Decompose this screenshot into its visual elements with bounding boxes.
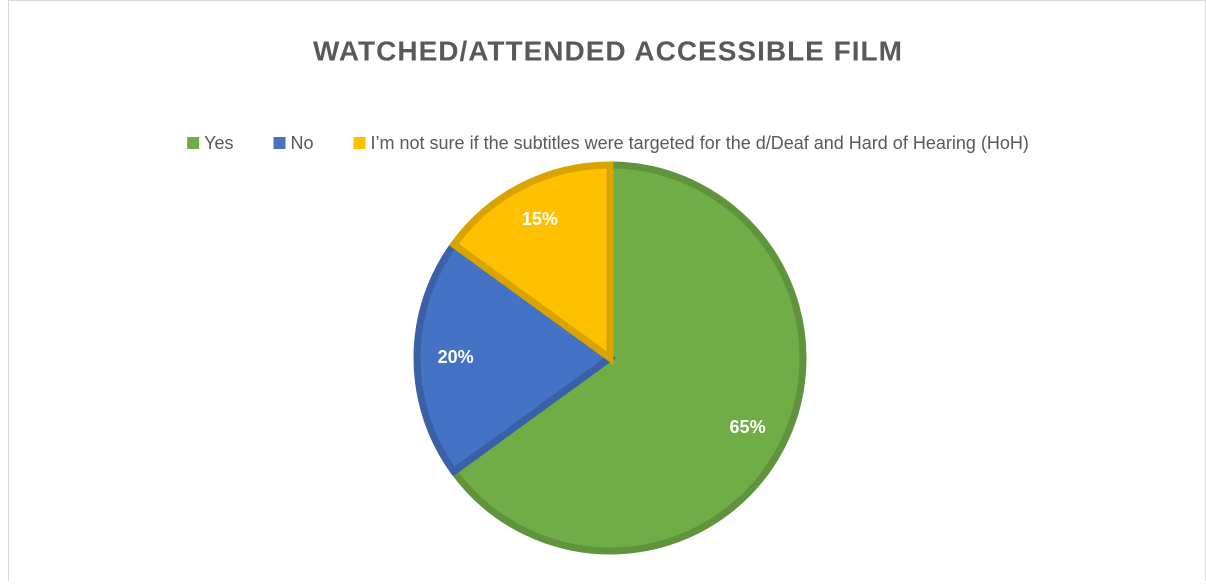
data-label: 20% [438, 347, 474, 367]
data-label: 65% [730, 417, 766, 437]
legend-item: No [273, 133, 314, 153]
pie-slice [448, 161, 807, 555]
legend: Yes No I’m not sure if the subtitles were … [187, 133, 1029, 153]
data-label: 15% [522, 209, 558, 229]
legend-label: No [291, 133, 314, 153]
pie-slice [413, 239, 616, 477]
legend-item: I’m not sure if the subtitles were targe… [353, 133, 1029, 153]
legend-label: Yes [204, 133, 233, 153]
chart-title: WATCHED/ATTENDED ACCESSIBLE FILM [313, 35, 903, 66]
legend-swatch [187, 137, 200, 149]
legend-swatch [273, 137, 286, 149]
legend-item: Yes [187, 133, 234, 153]
legend-label: I’m not sure if the subtitles were targe… [371, 133, 1029, 153]
pie: 65% 20% 15% [413, 161, 807, 555]
pie-slice [448, 161, 614, 365]
legend-swatch [353, 137, 366, 149]
